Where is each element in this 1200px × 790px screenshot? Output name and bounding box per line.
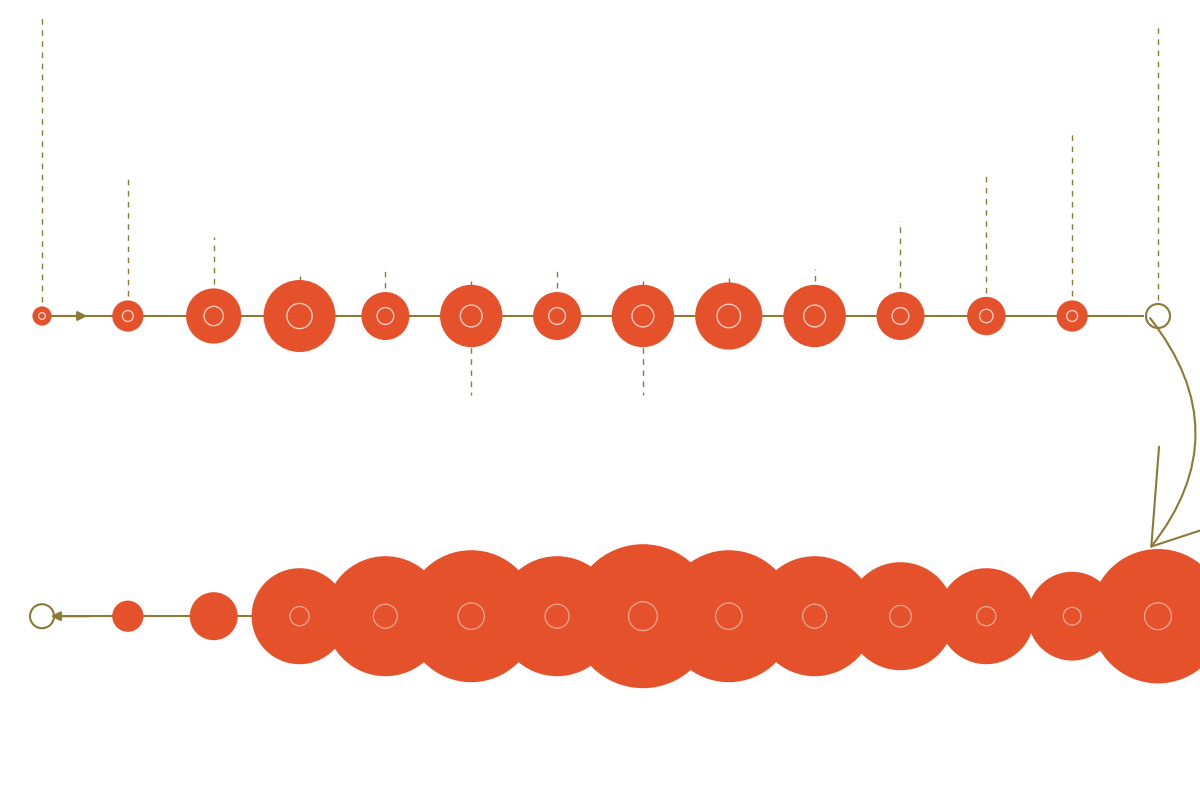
Ellipse shape — [361, 292, 409, 340]
Ellipse shape — [113, 600, 144, 632]
Ellipse shape — [846, 562, 954, 670]
Ellipse shape — [571, 544, 715, 688]
Ellipse shape — [497, 556, 617, 676]
Ellipse shape — [264, 280, 336, 352]
Ellipse shape — [30, 604, 54, 628]
Ellipse shape — [784, 285, 846, 347]
Ellipse shape — [755, 556, 875, 676]
Ellipse shape — [252, 568, 348, 664]
Ellipse shape — [1056, 300, 1087, 332]
Ellipse shape — [406, 550, 538, 683]
Ellipse shape — [695, 282, 762, 350]
Ellipse shape — [1146, 304, 1170, 328]
Ellipse shape — [876, 292, 924, 340]
FancyArrowPatch shape — [1150, 318, 1200, 547]
Ellipse shape — [440, 285, 503, 347]
Ellipse shape — [1091, 549, 1200, 683]
Ellipse shape — [1027, 572, 1116, 660]
Ellipse shape — [662, 550, 794, 683]
Ellipse shape — [533, 292, 581, 340]
Ellipse shape — [938, 568, 1034, 664]
Ellipse shape — [612, 285, 674, 347]
Ellipse shape — [32, 307, 52, 325]
Ellipse shape — [325, 556, 445, 676]
Ellipse shape — [967, 297, 1006, 335]
Ellipse shape — [113, 300, 144, 332]
Ellipse shape — [186, 288, 241, 344]
Ellipse shape — [190, 592, 238, 640]
